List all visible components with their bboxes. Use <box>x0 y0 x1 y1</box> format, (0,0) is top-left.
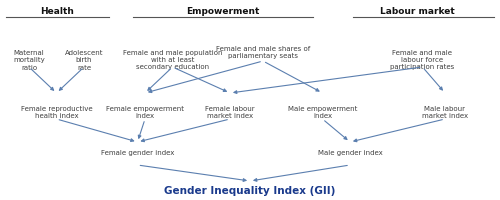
Text: Female reproductive
health index: Female reproductive health index <box>20 106 92 119</box>
Text: Female labour
market index: Female labour market index <box>205 106 255 119</box>
Text: Adolescent
birth
rate: Adolescent birth rate <box>65 50 104 71</box>
Text: Female and male population
with at least
secondary education: Female and male population with at least… <box>123 50 222 71</box>
Text: Empowerment: Empowerment <box>186 6 259 16</box>
Text: Female gender index: Female gender index <box>101 150 174 156</box>
Text: Female and male shares of
parliamentary seats: Female and male shares of parliamentary … <box>216 46 310 59</box>
Text: Male labour
market index: Male labour market index <box>422 106 468 119</box>
Text: Female empowerment
index: Female empowerment index <box>106 106 184 119</box>
Text: Labour market: Labour market <box>380 6 455 16</box>
Text: Health: Health <box>40 6 74 16</box>
Text: Female and male
labour force
participation rates: Female and male labour force participati… <box>390 50 454 71</box>
Text: Male gender index: Male gender index <box>318 150 382 156</box>
Text: Gender Inequality Index (GII): Gender Inequality Index (GII) <box>164 186 336 196</box>
Text: Maternal
mortality
ratio: Maternal mortality ratio <box>13 50 45 71</box>
Text: Male empowerment
index: Male empowerment index <box>288 106 357 119</box>
